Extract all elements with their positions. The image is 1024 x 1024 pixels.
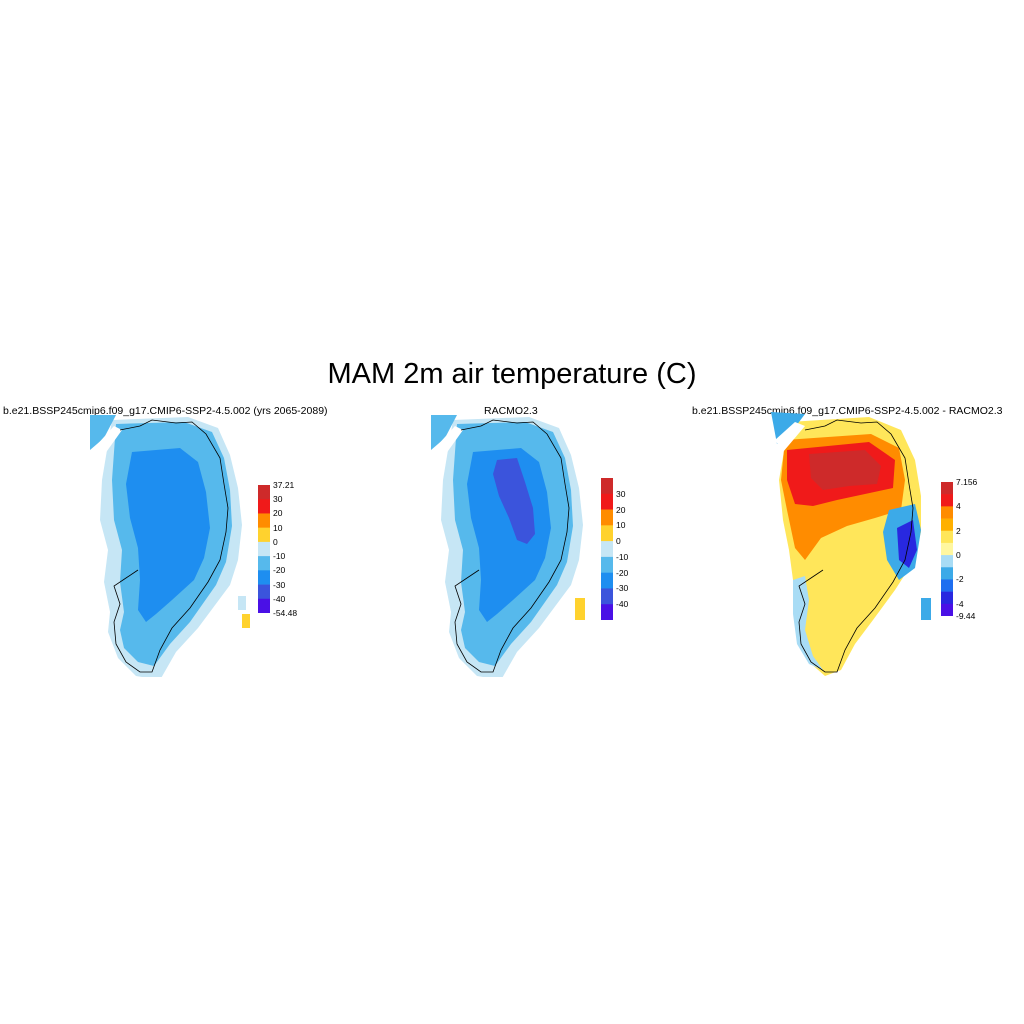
colorbar-swatch [941,530,953,544]
colorbar-swatch [941,603,953,616]
map-model-temperature [90,415,250,677]
colorbar-swatch [258,556,270,571]
panel-title-difference: b.e21.BSSP245cmip6.f09_g17.CMIP6-SSP2-4.… [692,405,1003,417]
colorbar-swatch [601,525,613,542]
region-band-minus30 [493,458,535,544]
colorbar-tick-label: 0 [616,536,621,547]
colorbar-tick-label: -20 [616,567,629,578]
coastline [454,419,570,673]
colorbar-tick-label: 7.156 [956,477,978,487]
colorbar-swatch [601,541,613,558]
region-nw-white [94,426,122,458]
colorbar-racmo [601,478,613,620]
region-diff-west-light [793,576,823,670]
region-diff-east-darkblue [897,520,917,568]
colorbar-tick-label: -10 [273,551,286,562]
colorbar-swatch [258,513,270,528]
colorbar-tick-label: 0 [956,550,961,561]
colorbar-swatch [941,579,953,592]
colorbar-tick-label: -40 [273,593,286,604]
region-nw-ocean [90,415,116,450]
colorbar-tick-label: -20 [273,565,286,576]
colorbar-tick-label: 0 [273,536,278,547]
colorbar-swatch [258,541,270,557]
colorbar-tick-label: -30 [616,583,629,594]
colorbar-tick-label: 10 [273,522,283,533]
colorbar-swatch [941,567,953,580]
coastline [113,419,229,673]
colorbar-swatch [601,604,613,620]
colorbar-tick-label: -4 [956,598,964,609]
island-warm [242,614,250,628]
island-warm [575,598,585,620]
colorbar-swatch [941,518,953,532]
region-diff-nw-white [775,422,805,452]
region-nw-white [435,426,463,458]
panel-title-racmo: RACMO2.3 [484,405,538,417]
colorbar-swatch [941,494,953,507]
colorbar-tick-label: -40 [616,599,629,610]
region-band-minus20 [467,448,551,622]
colorbar-tick-label: 30 [616,488,626,499]
map-racmo-temperature [431,415,585,677]
colorbar-swatch [258,584,270,600]
colorbar-swatch [941,555,953,568]
island-diff [921,598,931,620]
colorbar-swatch [941,542,953,556]
coastline [798,419,914,673]
colorbar-tick-label: -30 [273,579,286,590]
colorbar-tick-label: 2 [956,525,961,536]
region-nw-ocean [431,415,457,450]
colorbar-tick-label: -10 [616,551,629,562]
colorbar-model [258,485,270,613]
island-light [238,596,246,610]
colorbar-swatch [601,478,613,495]
colorbar-swatch [601,556,613,573]
colorbar-swatch [601,572,613,589]
colorbar-swatch [258,570,270,585]
colorbar-tick-label: 37.21 [273,480,295,490]
colorbar-tick-label: -2 [956,574,964,585]
colorbar-tick-label: 20 [273,508,283,519]
colorbar-swatch [258,598,270,613]
colorbar-swatch [258,485,270,500]
region-band-minus20 [126,448,210,622]
colorbar-swatch [601,509,613,526]
colorbar-tick-label: 4 [956,501,961,512]
colorbar-difference [941,482,953,616]
colorbar-tick-label: -9.44 [956,611,976,621]
colorbar-tick-label: -54.48 [273,608,298,618]
colorbar-tick-label: 10 [616,520,626,531]
panel-title-model: b.e21.BSSP245cmip6.f09_g17.CMIP6-SSP2-4.… [3,405,328,417]
colorbar-swatch [601,588,613,605]
colorbar-swatch [601,493,613,510]
colorbar-swatch [258,499,270,514]
colorbar-swatch [941,482,953,495]
colorbar-swatch [941,506,953,519]
map-temperature-difference [771,412,931,676]
figure-title: MAM 2m air temperature (C) [327,358,697,390]
colorbar-swatch [941,591,953,605]
colorbar-tick-label: 20 [616,504,626,515]
region-diff-darkred [809,450,881,490]
colorbar-tick-label: 30 [273,494,283,505]
colorbar-swatch [258,527,270,543]
